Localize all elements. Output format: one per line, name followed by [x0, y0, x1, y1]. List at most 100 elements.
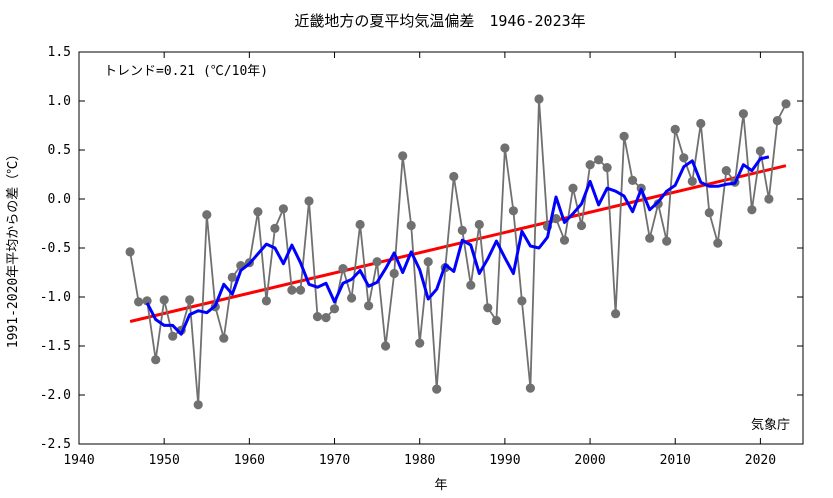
- observed-point: [568, 183, 578, 193]
- x-axis-label: 年: [434, 478, 447, 493]
- observed-point: [261, 296, 271, 306]
- observed-point: [645, 233, 655, 243]
- observed-point: [364, 301, 374, 311]
- observed-point: [449, 171, 459, 182]
- x-tick-label: 2010: [660, 453, 691, 468]
- observed-point: [679, 153, 689, 163]
- observed-point: [534, 94, 544, 104]
- observed-point: [423, 257, 433, 267]
- y-tick-label: 1.0: [48, 94, 71, 109]
- observed-point: [151, 355, 161, 365]
- x-tick-label: 1980: [404, 453, 435, 468]
- trend-line: [129, 164, 787, 323]
- y-tick-label: 0.0: [48, 192, 71, 207]
- observed-point: [219, 333, 229, 343]
- y-tick-label: 1.5: [48, 45, 71, 60]
- observed-point: [389, 268, 399, 279]
- observed-point: [253, 207, 263, 217]
- observed-point: [457, 225, 467, 235]
- trend-layer: [129, 164, 787, 323]
- x-tick-label: 2000: [574, 453, 605, 468]
- observed-point: [738, 109, 749, 119]
- observed-point: [594, 155, 604, 165]
- observed-point: [500, 143, 510, 153]
- observed-point: [611, 309, 621, 319]
- observed-point: [142, 296, 152, 306]
- observed-point: [134, 297, 144, 307]
- observed-point: [576, 220, 587, 231]
- observed-point: [747, 205, 757, 215]
- y-tick-label: -2.5: [40, 437, 71, 452]
- observed-point: [474, 219, 484, 230]
- y-tick-label: -0.5: [40, 241, 71, 256]
- observed-point: [772, 116, 783, 126]
- moving-average-line: [145, 155, 770, 336]
- observed-point: [398, 151, 408, 161]
- observed-point: [687, 176, 697, 186]
- observed-point: [585, 160, 595, 170]
- x-tick-label: 1990: [489, 453, 520, 468]
- y-tick-label: -1.0: [40, 290, 71, 305]
- chart-title: 近畿地方の夏平均気温偏差 1946-2023年: [294, 12, 585, 30]
- observed-point: [628, 175, 638, 185]
- observed-point: [713, 238, 723, 248]
- observed-point: [270, 223, 280, 233]
- observed-point: [287, 285, 297, 295]
- observed-point: [525, 383, 536, 393]
- observed-point: [304, 196, 314, 206]
- x-tick-label: 1950: [149, 453, 180, 468]
- observed-point: [764, 194, 774, 204]
- observed-point: [278, 204, 288, 214]
- observed-point: [355, 219, 365, 230]
- observed-point: [185, 295, 195, 305]
- observed-point: [466, 280, 476, 290]
- observed-point: [755, 146, 766, 156]
- observed-point: [559, 235, 570, 245]
- observed-point: [517, 296, 527, 306]
- y-tick-label: 0.5: [48, 143, 71, 158]
- x-axis-ticks: 1940 1950 1960 1970 1980 1990 2000 2010 2020: [63, 52, 776, 468]
- observed-point: [312, 312, 323, 322]
- observed-point: [721, 166, 731, 176]
- observed-point: [551, 214, 561, 224]
- observed-point: [295, 285, 306, 295]
- observed-point: [432, 384, 442, 394]
- observed-series: [125, 94, 791, 410]
- observed-point: [781, 99, 791, 109]
- trend-annotation: トレンド=0.21 (℃/10年): [104, 64, 268, 79]
- observed-point: [415, 338, 425, 348]
- observed-point: [602, 163, 612, 173]
- observed-point: [338, 264, 348, 274]
- observed-point: [329, 304, 340, 314]
- observed-point: [202, 210, 212, 220]
- observed-point: [347, 293, 357, 303]
- x-tick-label: 1970: [319, 453, 350, 468]
- observed-point: [193, 400, 203, 410]
- source-label: 気象庁: [751, 417, 790, 433]
- observed-point: [508, 206, 518, 216]
- observed-point: [321, 313, 331, 323]
- y-tick-label: -1.5: [40, 339, 71, 354]
- observed-point: [619, 131, 629, 141]
- y-axis-ticks: 1.5 1.0 0.5 0.0 -0.5 -1.0 -1.5 -2.0 -2.5: [40, 45, 803, 452]
- observed-point: [168, 331, 178, 341]
- x-tick-label: 2020: [745, 453, 776, 468]
- moving-average-series: [145, 155, 770, 336]
- observed-point: [704, 208, 714, 218]
- y-tick-label: -2.0: [40, 388, 71, 403]
- observed-point: [406, 220, 416, 231]
- observed-point: [483, 303, 493, 313]
- x-tick-label: 1960: [234, 453, 265, 468]
- observed-point: [125, 247, 135, 257]
- observed-point: [159, 295, 169, 305]
- observed-point: [372, 257, 382, 267]
- observed-point: [227, 272, 237, 282]
- observed-point: [670, 124, 680, 134]
- observed-point: [381, 341, 391, 351]
- y-axis-label: 1991-2020年平均からの差（℃）: [6, 148, 21, 348]
- observed-point: [491, 315, 501, 326]
- observed-point: [662, 236, 672, 246]
- x-tick-label: 1940: [63, 453, 94, 468]
- observed-point: [696, 118, 706, 129]
